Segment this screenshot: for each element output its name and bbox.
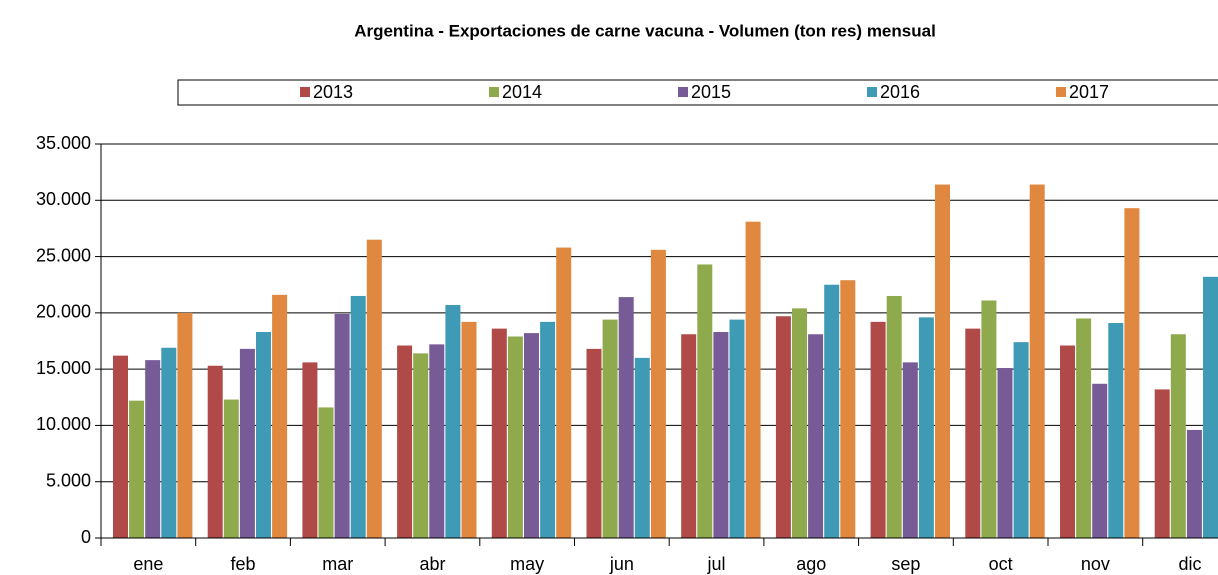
- bar: [697, 264, 713, 538]
- bar: [318, 407, 334, 538]
- y-tick-label: 5.000: [46, 470, 91, 490]
- y-tick-label: 20.000: [36, 302, 91, 322]
- bar: [445, 304, 461, 538]
- y-tick-label: 30.000: [36, 189, 91, 209]
- bar: [997, 368, 1013, 538]
- bar: [792, 308, 807, 538]
- y-tick-label: 35.000: [36, 133, 91, 153]
- bar: [429, 344, 445, 538]
- bar: [302, 362, 318, 538]
- y-tick-label: 0: [81, 527, 91, 547]
- bar: [918, 317, 934, 538]
- bar: [681, 334, 697, 538]
- x-tick-label: sep: [891, 554, 920, 574]
- x-tick-label: ago: [796, 554, 826, 574]
- x-tick-label: feb: [231, 554, 256, 574]
- bar: [902, 362, 918, 538]
- bar: [935, 184, 950, 539]
- legend-label: 2014: [502, 82, 542, 102]
- x-tick-label: nov: [1081, 554, 1110, 574]
- bar: [650, 249, 666, 538]
- bar: [1060, 345, 1075, 538]
- bar: [1154, 389, 1170, 538]
- bar: [824, 284, 840, 538]
- y-tick-label: 25.000: [36, 245, 91, 265]
- bar: [840, 280, 856, 538]
- bar: [1170, 334, 1186, 538]
- x-tick-label: jul: [707, 554, 726, 574]
- x-tick-label: may: [510, 554, 544, 574]
- legend-label: 2017: [1069, 82, 1109, 102]
- x-tick-label: jun: [609, 554, 634, 574]
- bar: [491, 328, 507, 538]
- bar: [745, 221, 761, 538]
- legend-label: 2015: [691, 82, 731, 102]
- bar: [981, 300, 997, 538]
- bar: [256, 331, 271, 538]
- bar: [634, 357, 650, 538]
- bar: [397, 345, 413, 538]
- bar: [1124, 208, 1140, 538]
- bar: [556, 247, 572, 538]
- bar: [808, 334, 824, 538]
- bar: [177, 312, 193, 538]
- bar: [1203, 276, 1218, 538]
- bar: [145, 360, 161, 538]
- bar: [366, 239, 382, 538]
- bar: [239, 348, 255, 538]
- x-tick-label: abr: [419, 554, 445, 574]
- bar: [334, 313, 350, 538]
- bar: [350, 295, 366, 538]
- bar: [540, 321, 556, 538]
- bar: [775, 316, 791, 538]
- bar: [207, 365, 223, 538]
- legend-swatch: [300, 87, 310, 97]
- legend-box: [177, 79, 1218, 106]
- x-tick-label: oct: [989, 554, 1013, 574]
- bar: [524, 333, 539, 538]
- bar: [113, 355, 128, 538]
- bar: [1013, 342, 1029, 538]
- legend-swatch: [489, 87, 499, 97]
- bar: [886, 295, 902, 538]
- bar: [223, 399, 239, 538]
- legend-swatch: [678, 87, 688, 97]
- y-tick-label: 10.000: [36, 414, 91, 434]
- chart-title: Argentina - Exportaciones de carne vacun…: [354, 21, 936, 40]
- bar: [413, 353, 429, 538]
- bar: [965, 328, 981, 538]
- legend-label: 2013: [313, 82, 353, 102]
- bar: [870, 321, 886, 538]
- bar: [729, 319, 745, 538]
- legend-swatch: [867, 87, 877, 97]
- bar: [507, 336, 523, 538]
- legend-label: 2016: [880, 82, 920, 102]
- bar: [1076, 318, 1092, 538]
- bar: [272, 294, 288, 538]
- bar: [602, 319, 618, 538]
- bar: [618, 297, 634, 538]
- bar: [129, 400, 145, 538]
- x-tick-label: mar: [322, 554, 353, 574]
- x-tick-label: dic: [1179, 554, 1202, 574]
- y-tick-label: 15.000: [36, 358, 91, 378]
- bar: [586, 348, 602, 538]
- bar: [1092, 383, 1108, 538]
- bar: [1186, 429, 1202, 538]
- bar: [461, 321, 477, 538]
- bar: [713, 331, 729, 538]
- bar: [161, 347, 177, 538]
- x-tick-label: ene: [133, 554, 163, 574]
- bar: [1029, 184, 1045, 539]
- bar: [1108, 322, 1124, 538]
- legend-swatch: [1056, 87, 1066, 97]
